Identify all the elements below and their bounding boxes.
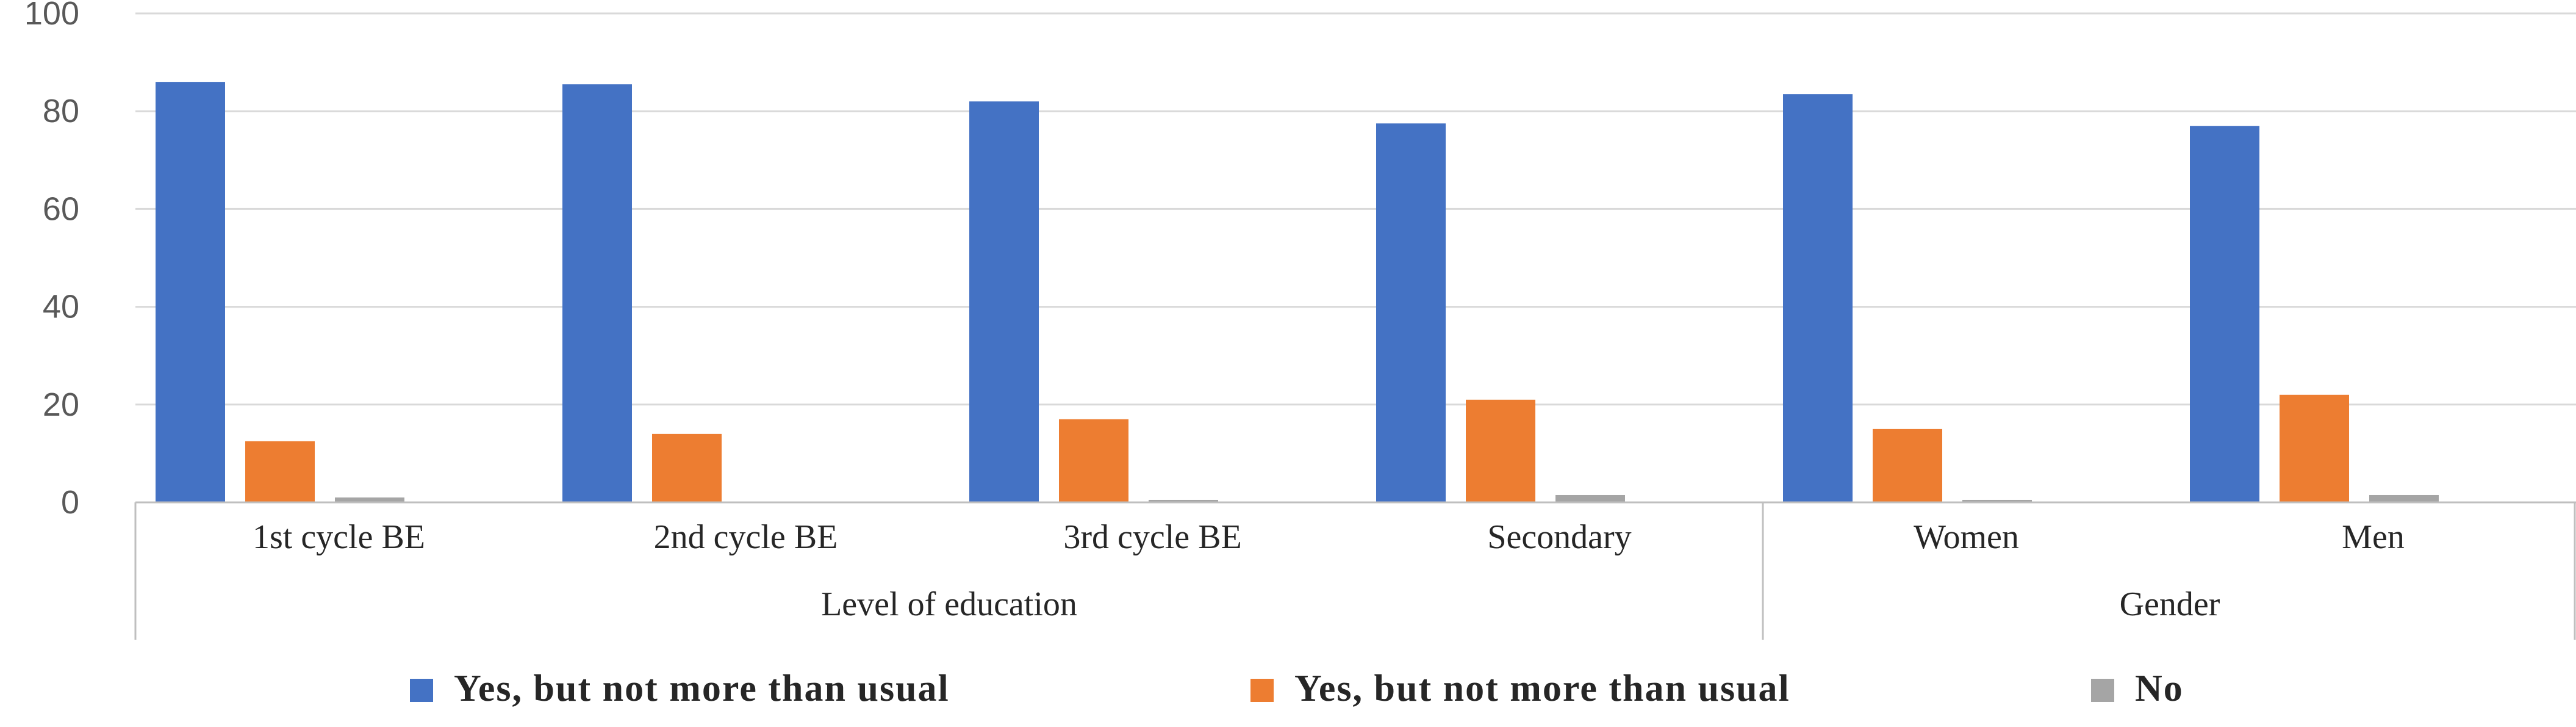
bar [1555,494,1625,502]
bar [652,433,722,502]
bar [562,84,632,502]
bar [1059,419,1128,502]
bar [2369,494,2439,502]
legend-swatch [1250,679,1274,702]
y-tick-label: 60 [43,190,79,227]
bar [245,441,315,502]
legend-label: Yes, but not more than usual [454,668,950,709]
category-label: Women [1914,518,2019,556]
category-labels: 1st cycle BE 2nd cycle BE 3rd cycle BE Seco… [253,518,2405,556]
bar [969,101,1039,502]
legend-swatch [2091,679,2114,702]
y-tick-label: 80 [43,93,79,129]
bar [1873,429,1942,502]
category-label: Men [2342,518,2405,556]
group-labels: Level of education Gender [821,585,2220,623]
bar [1783,94,1853,503]
y-tick-label: 0 [61,484,79,521]
bar [2280,394,2349,502]
bar [2190,126,2259,503]
legend-swatch [410,679,433,702]
group-label: Gender [2120,585,2220,623]
y-tick-label: 100 [24,0,79,32]
y-tick-label: 40 [43,289,79,325]
y-tick-label: 20 [43,386,79,423]
bar [1149,499,1218,502]
group-label: Level of education [821,585,1077,623]
bar [335,497,404,502]
bar [1962,499,2032,502]
category-label: 2nd cycle BE [654,518,838,556]
bar [1466,399,1535,502]
legend-label: Yes, but not more than usual [1294,668,1790,709]
y-axis-ticks: 0 20 40 60 80 100 [24,0,79,521]
category-label: Secondary [1487,518,1631,556]
bar [156,82,225,502]
bar [1376,123,1446,503]
x-axis [134,501,2576,640]
bars [156,82,2439,503]
category-label: 3rd cycle BE [1063,518,1241,556]
legend: Yes, but not more than usual Yes, but not… [410,668,2184,709]
legend-label: No [2135,668,2184,709]
category-label: 1st cycle BE [253,518,425,556]
